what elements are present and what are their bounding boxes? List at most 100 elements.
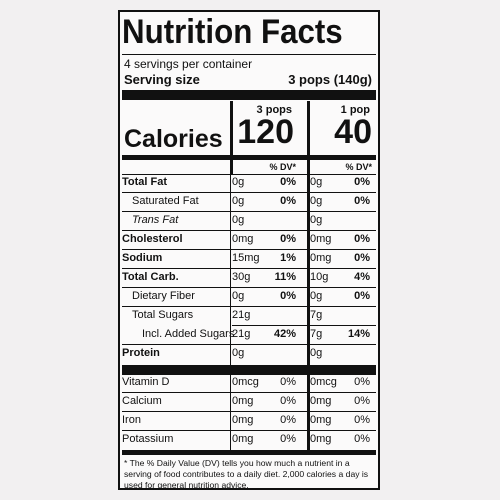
nutrient-row-trans-fat: Trans Fat 0g 0g (122, 213, 376, 231)
vitamin-dv-col2: 0% (354, 376, 370, 388)
thick-divider (122, 365, 376, 375)
nutrient-label: Total Fat (122, 176, 168, 188)
calories-col2: 40 (334, 113, 372, 151)
servings-per-container: 4 servings per container (124, 57, 253, 71)
nutrient-value-col1: 0g (232, 347, 245, 359)
nutrient-value-col1: 15mg (232, 252, 260, 264)
nutrient-dv-col1: 0% (280, 290, 296, 302)
nutrient-value-col2: 10g (310, 271, 329, 283)
vitamin-row-potassium: Potassium 0mg 0% 0mg 0% (122, 432, 376, 450)
footnote: * The % Daily Value (DV) tells you how m… (124, 458, 369, 490)
nutrient-dv-col1: 42% (273, 328, 296, 340)
vitamin-dv-col2: 0% (354, 433, 370, 445)
vitamin-value-col2: 0mcg (310, 376, 337, 388)
nutrient-row-cholesterol: Cholesterol 0mg 0% 0mg 0% (122, 232, 376, 250)
vitamin-dv-col1: 0% (280, 433, 296, 445)
column-separator (307, 101, 310, 175)
vitamin-value-col2: 0mg (310, 433, 332, 445)
vitamin-dv-col1: 0% (280, 414, 296, 426)
vitamin-row-vitamin-d: Vitamin D 0mcg 0% 0mcg 0% (122, 375, 376, 393)
nutrient-value-col2: 0mg (310, 233, 332, 245)
nutrient-value-col1: 0g (232, 195, 245, 207)
medium-divider (122, 155, 376, 160)
panel-title: Nutrition Facts (122, 13, 343, 51)
vitamin-value-col1: 0mg (232, 414, 254, 426)
nutrient-value-col2: 0g (310, 176, 323, 188)
serving-size-value: 3 pops (140g) (288, 72, 372, 87)
nutrient-label: Cholesterol (122, 233, 183, 245)
nutrient-dv-col2: 0% (354, 252, 370, 264)
nutrient-row-total-sugars: Total Sugars 21g 7g (122, 308, 376, 326)
nutrient-dv-col1: 0% (280, 233, 296, 245)
nutrient-value-col1: 21g (232, 328, 251, 340)
nutrient-dv-col2: 14% (347, 328, 370, 340)
nutrient-value-col1: 0g (232, 214, 245, 226)
nutrient-dv-col1: 0% (280, 195, 296, 207)
vitamin-value-col2: 0mg (310, 414, 332, 426)
nutrient-dv-col2: 0% (354, 233, 370, 245)
vitamin-label: Vitamin D (122, 376, 170, 388)
nutrient-row-saturated-fat: Saturated Fat 0g 0% 0g 0% (122, 194, 376, 212)
calories-label: Calories (124, 125, 223, 153)
vitamin-value-col1: 0mg (232, 395, 254, 407)
divider (122, 174, 376, 175)
vitamin-row-iron: Iron 0mg 0% 0mg 0% (122, 413, 376, 431)
column-separator (230, 375, 231, 450)
nutrient-value-col2: 0mg (310, 252, 332, 264)
dv-header-col1: % DV* (269, 162, 296, 172)
nutrient-label: Saturated Fat (132, 195, 199, 207)
nutrient-dv-col1: 11% (274, 271, 296, 283)
col1-header: 3 pops (256, 104, 292, 116)
medium-divider (122, 450, 376, 455)
nutrient-value-col2: 0g (310, 214, 323, 226)
vitamin-dv-col1: 0% (280, 376, 296, 388)
vitamin-dv-col2: 0% (354, 414, 370, 426)
nutrient-value-col1: 21g (232, 309, 251, 321)
nutrient-dv-col2: 0% (354, 195, 370, 207)
nutrient-dv-col2: 0% (354, 176, 370, 188)
nutrient-value-col2: 0g (310, 347, 323, 359)
nutrient-dv-col1: 0% (280, 176, 296, 188)
vitamin-row-calcium: Calcium 0mg 0% 0mg 0% (122, 394, 376, 412)
nutrient-value-col2: 7g (310, 328, 323, 340)
vitamin-dv-col2: 0% (354, 395, 370, 407)
vitamin-label: Potassium (122, 433, 174, 445)
nutrient-label: Total Sugars (132, 309, 194, 321)
column-separator (307, 174, 310, 365)
column-separator (230, 174, 231, 365)
column-separator (307, 375, 310, 450)
nutrient-value-col2: 0g (310, 195, 323, 207)
column-separator (230, 101, 233, 175)
nutrient-row-dietary-fiber: Dietary Fiber 0g 0% 0g 0% (122, 289, 376, 307)
nutrient-label: Dietary Fiber (132, 290, 195, 302)
vitamin-value-col2: 0mg (310, 395, 332, 407)
thick-divider (122, 90, 376, 100)
nutrient-value-col1: 0g (232, 176, 245, 188)
vitamin-value-col1: 0mcg (232, 376, 259, 388)
nutrient-value-col1: 0mg (232, 233, 254, 245)
nutrient-row-sodium: Sodium 15mg 1% 0mg 0% (122, 251, 376, 269)
nutrient-row-protein: Protein 0g 0g (122, 346, 376, 364)
nutrient-value-col1: 30g (232, 271, 251, 283)
nutrient-dv-col2: 4% (354, 271, 370, 283)
dv-header-col2: % DV* (345, 162, 372, 172)
nutrient-row-added-sugars: Incl. Added Sugars 21g 42% 7g 14% (122, 327, 376, 345)
serving-size-label: Serving size (124, 72, 200, 87)
nutrient-label: Trans Fat (132, 214, 179, 226)
vitamin-label: Iron (122, 414, 141, 426)
divider (122, 54, 376, 55)
nutrient-label: Incl. Added Sugars (142, 328, 235, 340)
vitamin-value-col1: 0mg (232, 433, 254, 445)
nutrient-value-col1: 0g (232, 290, 245, 302)
nutrient-value-col2: 0g (310, 290, 323, 302)
nutrient-label: Total Carb. (122, 271, 179, 283)
nutrient-row-total-carb: Total Carb. 30g 11% 10g 4% (122, 270, 376, 288)
nutrition-facts-panel: Nutrition Facts 4 servings per container… (118, 10, 380, 490)
nutrient-value-col2: 7g (310, 309, 323, 321)
nutrient-dv-col1: 1% (280, 252, 296, 264)
calories-col1: 120 (237, 113, 294, 151)
nutrient-row-total-fat: Total Fat 0g 0% 0g 0% (122, 175, 376, 193)
nutrient-label: Sodium (122, 252, 163, 264)
nutrient-dv-col2: 0% (354, 290, 370, 302)
vitamin-dv-col1: 0% (280, 395, 296, 407)
